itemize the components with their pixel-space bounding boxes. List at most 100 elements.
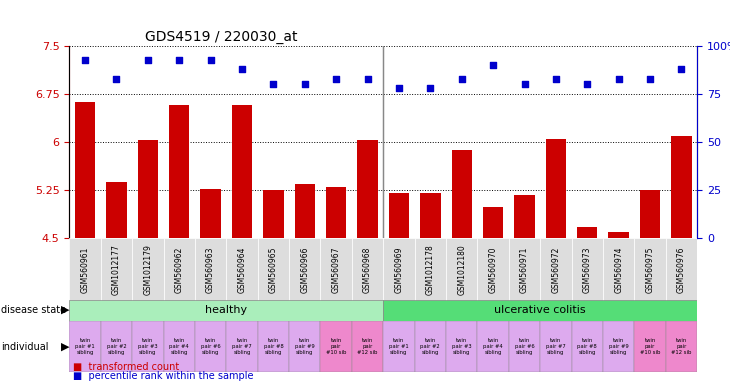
Text: twin
pair #8
sibling: twin pair #8 sibling	[264, 338, 283, 355]
Bar	[320, 238, 352, 301]
Bar	[666, 238, 697, 301]
Bar	[264, 190, 283, 238]
Bar	[446, 238, 477, 301]
Point	[236, 66, 247, 72]
Text: GSM560969: GSM560969	[394, 247, 404, 293]
Bar	[634, 321, 666, 372]
Text: twin
pair #4
sibling: twin pair #4 sibling	[169, 338, 189, 355]
Text: ▶: ▶	[61, 341, 69, 352]
Bar	[101, 321, 132, 372]
Bar	[389, 193, 409, 238]
Point	[393, 85, 404, 91]
Bar	[289, 238, 320, 301]
Bar	[195, 238, 226, 301]
Text: GSM560968: GSM560968	[363, 247, 372, 293]
Bar	[634, 238, 666, 301]
Bar	[195, 321, 226, 372]
Bar	[452, 150, 472, 238]
Text: ■  transformed count: ■ transformed count	[73, 362, 180, 372]
Bar	[477, 238, 509, 301]
Bar	[572, 238, 603, 301]
Bar	[226, 238, 258, 301]
Bar	[107, 182, 126, 238]
Point	[456, 76, 468, 82]
Text: twin
pair
#10 sib: twin pair #10 sib	[326, 338, 346, 355]
Bar	[572, 321, 603, 372]
Text: GSM560964: GSM560964	[237, 247, 247, 293]
Text: twin
pair #9
sibling: twin pair #9 sibling	[609, 338, 629, 355]
Bar	[138, 140, 158, 238]
Text: twin
pair #2
sibling: twin pair #2 sibling	[107, 338, 126, 355]
Bar	[258, 238, 289, 301]
Bar	[320, 321, 352, 372]
Point	[267, 81, 279, 88]
Text: individual: individual	[1, 341, 49, 352]
Point	[142, 56, 153, 63]
Bar	[132, 238, 164, 301]
Point	[79, 56, 91, 63]
Bar	[326, 187, 346, 238]
Text: GSM560962: GSM560962	[174, 247, 184, 293]
Point	[644, 76, 656, 82]
Bar	[415, 238, 446, 301]
Text: twin
pair #1
sibling: twin pair #1 sibling	[389, 338, 409, 355]
Bar	[540, 321, 572, 372]
Text: GSM560971: GSM560971	[520, 247, 529, 293]
Point	[425, 85, 437, 91]
Bar	[352, 321, 383, 372]
Text: twin
pair #6
sibling: twin pair #6 sibling	[201, 338, 220, 355]
Bar	[383, 238, 415, 301]
Bar	[101, 238, 132, 301]
Bar	[666, 321, 697, 372]
Point	[361, 76, 373, 82]
Point	[330, 76, 342, 82]
Text: GSM560976: GSM560976	[677, 247, 686, 293]
Bar	[295, 184, 315, 238]
Text: twin
pair #3
sibling: twin pair #3 sibling	[138, 338, 158, 355]
Bar	[446, 321, 477, 372]
Point	[550, 76, 562, 82]
Point	[612, 76, 624, 82]
Text: GSM1012178: GSM1012178	[426, 244, 435, 295]
Bar	[352, 238, 383, 301]
Text: twin
pair #6
sibling: twin pair #6 sibling	[515, 338, 534, 355]
Text: twin
pair
#10 sib: twin pair #10 sib	[640, 338, 660, 355]
Text: ■  percentile rank within the sample: ■ percentile rank within the sample	[73, 371, 253, 381]
Bar	[546, 139, 566, 238]
Bar	[132, 321, 164, 372]
Bar	[672, 136, 691, 238]
Point	[518, 81, 530, 88]
Bar	[383, 321, 415, 372]
Bar	[603, 238, 634, 301]
Text: twin
pair #2
sibling: twin pair #2 sibling	[420, 338, 440, 355]
Point	[488, 62, 499, 68]
Text: GSM560970: GSM560970	[488, 247, 498, 293]
Bar	[258, 321, 289, 372]
Text: GSM560966: GSM560966	[300, 247, 310, 293]
Text: twin
pair #7
sibling: twin pair #7 sibling	[546, 338, 566, 355]
Bar	[577, 227, 597, 238]
Text: twin
pair #1
sibling: twin pair #1 sibling	[75, 338, 95, 355]
Text: GDS4519 / 220030_at: GDS4519 / 220030_at	[145, 30, 297, 44]
Bar	[201, 189, 220, 238]
Text: twin
pair #9
sibling: twin pair #9 sibling	[295, 338, 315, 355]
Bar	[515, 195, 534, 238]
Text: GSM560961: GSM560961	[80, 247, 90, 293]
Bar	[415, 321, 446, 372]
Point	[204, 56, 216, 63]
Text: twin
pair #3
sibling: twin pair #3 sibling	[452, 338, 472, 355]
Bar	[640, 190, 660, 238]
Text: GSM560967: GSM560967	[331, 247, 341, 293]
Bar	[69, 321, 101, 372]
Text: GSM560965: GSM560965	[269, 247, 278, 293]
Text: twin
pair
#12 sib: twin pair #12 sib	[358, 338, 377, 355]
Bar	[509, 238, 540, 301]
Bar	[603, 321, 634, 372]
Point	[110, 76, 122, 82]
Text: GSM560972: GSM560972	[551, 247, 561, 293]
Text: GSM560974: GSM560974	[614, 247, 623, 293]
Bar	[169, 105, 189, 238]
Point	[299, 81, 311, 88]
Text: twin
pair #4
sibling: twin pair #4 sibling	[483, 338, 503, 355]
Bar	[383, 300, 697, 321]
